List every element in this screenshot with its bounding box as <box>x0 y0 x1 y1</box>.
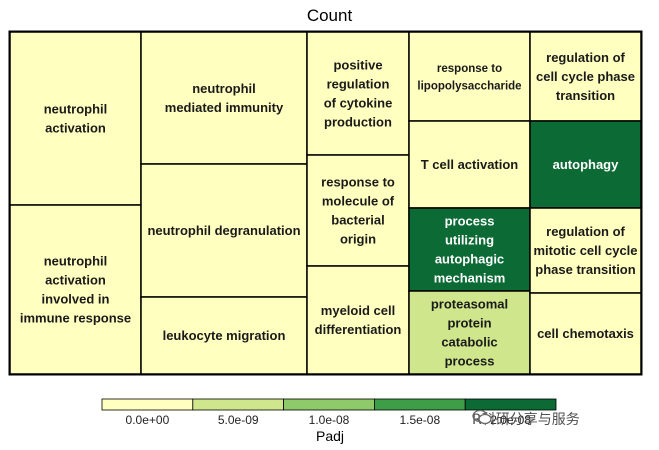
colorbar-segment <box>101 398 194 411</box>
colorbar-tick-label: 2.0e-08 <box>490 413 531 427</box>
colorbar-tick-label: 1.5e-08 <box>399 413 440 427</box>
watermark-text: R科研分享与服务 <box>472 412 580 428</box>
colorbar-tick-label: 5.0e-09 <box>218 413 259 427</box>
treemap-tile-label: autophagy <box>553 157 619 172</box>
colorbar-segment <box>283 398 375 411</box>
treemap-tile-label: T cell activation <box>421 157 519 172</box>
treemap-tile <box>408 120 531 209</box>
colorbar-segment <box>192 398 285 411</box>
treemap-tile-label: neutrophil degranulation <box>147 223 300 238</box>
colorbar-segment <box>373 398 466 411</box>
chart-title: Count <box>306 6 353 25</box>
treemap-tile-label: positive regulation of cytokine production <box>324 58 393 130</box>
watermark: R科研分享与服务 <box>472 409 580 429</box>
chat-bubble-icon <box>472 409 492 425</box>
treemap-tile <box>306 154 410 267</box>
treemap-tile-label: response to lipopolysaccharide <box>417 63 521 93</box>
treemap-tile-label: process utilizing autophagic mechanism <box>434 214 506 286</box>
treemap-tile <box>9 31 142 206</box>
treemap-tile <box>9 204 142 375</box>
treemap-tile <box>529 207 642 294</box>
treemap-tile-label: leukocyte migration <box>163 328 286 343</box>
treemap-border <box>8 30 643 376</box>
treemap-tile-label: myeloid cell differentiation <box>315 303 402 337</box>
colorbar-title: Padj <box>315 428 345 444</box>
treemap-tile-label: cell chemotaxis <box>537 326 634 341</box>
treemap-tile-label: regulation of cell cycle phase transition <box>536 50 635 103</box>
colorbar-tick-label: 0.0e+00 <box>126 413 170 427</box>
treemap-tile-label: proteasomal protein catabolic process <box>431 297 508 369</box>
treemap-tile <box>408 207 531 292</box>
treemap-tile <box>306 265 410 375</box>
colorbar-segment <box>464 398 557 411</box>
treemap-tile <box>529 31 642 122</box>
treemap-tile-label: regulation of mitotic cell cycle phase tra… <box>533 224 637 277</box>
treemap-tile <box>140 31 308 165</box>
treemap-tile <box>408 290 531 375</box>
treemap-tile-label: response to molecule of bacterial origin <box>321 175 395 247</box>
treemap-tile-label: neutrophil activation involved in immune re… <box>20 254 131 326</box>
treemap-tile <box>408 31 531 122</box>
colorbar-tick-label: 1.0e-08 <box>309 413 350 427</box>
treemap-tile-label: neutrophil mediated immunity <box>165 81 284 115</box>
treemap-tile <box>529 292 642 375</box>
treemap-tile <box>140 163 308 298</box>
treemap-tile-label: neutrophil activation <box>44 102 108 136</box>
treemap-tile <box>306 31 410 156</box>
